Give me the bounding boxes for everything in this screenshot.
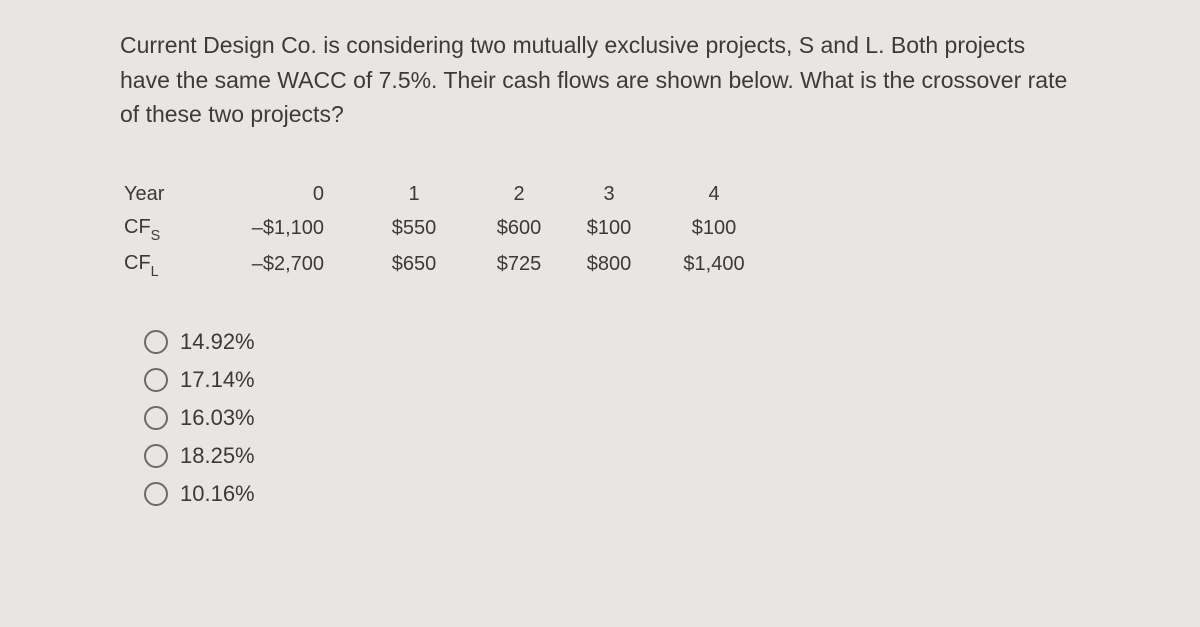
cfs-4: $100 (654, 211, 774, 247)
table-row-l: CFL –$2,700 $650 $725 $800 $1,400 (124, 247, 774, 283)
year-2: 2 (474, 178, 564, 211)
row-s-label: CFS (124, 211, 204, 247)
option-1-label: 14.92% (180, 329, 255, 355)
radio-icon[interactable] (144, 482, 168, 506)
radio-icon[interactable] (144, 406, 168, 430)
option-5[interactable]: 10.16% (144, 481, 1080, 507)
cfs-2: $600 (474, 211, 564, 247)
cfs-0: –$1,100 (204, 211, 354, 247)
row-l-prefix: CF (124, 252, 151, 274)
cfs-3: $100 (564, 211, 654, 247)
row-s-prefix: CF (124, 216, 151, 238)
row-s-sub: S (151, 228, 161, 244)
year-3: 3 (564, 178, 654, 211)
cfl-2: $725 (474, 247, 564, 283)
cashflow-table: Year 0 1 2 3 4 CFS –$1,100 $550 $600 $10… (124, 178, 774, 283)
cfl-3: $800 (564, 247, 654, 283)
option-5-label: 10.16% (180, 481, 255, 507)
option-3[interactable]: 16.03% (144, 405, 1080, 431)
answer-options: 14.92% 17.14% 16.03% 18.25% 10.16% (144, 329, 1080, 507)
year-1: 1 (354, 178, 474, 211)
cfl-4: $1,400 (654, 247, 774, 283)
row-l-sub: L (151, 264, 159, 280)
cfl-0: –$2,700 (204, 247, 354, 283)
year-label: Year (124, 178, 204, 211)
question-page: Current Design Co. is considering two mu… (0, 0, 1200, 507)
option-2-label: 17.14% (180, 367, 255, 393)
radio-icon[interactable] (144, 368, 168, 392)
radio-icon[interactable] (144, 330, 168, 354)
cfl-1: $650 (354, 247, 474, 283)
option-3-label: 16.03% (180, 405, 255, 431)
option-4[interactable]: 18.25% (144, 443, 1080, 469)
table-header-row: Year 0 1 2 3 4 (124, 178, 774, 211)
table-row-s: CFS –$1,100 $550 $600 $100 $100 (124, 211, 774, 247)
row-l-label: CFL (124, 247, 204, 283)
year-4: 4 (654, 178, 774, 211)
cfs-1: $550 (354, 211, 474, 247)
option-1[interactable]: 14.92% (144, 329, 1080, 355)
option-2[interactable]: 17.14% (144, 367, 1080, 393)
option-4-label: 18.25% (180, 443, 255, 469)
question-text: Current Design Co. is considering two mu… (120, 28, 1080, 132)
radio-icon[interactable] (144, 444, 168, 468)
year-0: 0 (204, 178, 354, 211)
